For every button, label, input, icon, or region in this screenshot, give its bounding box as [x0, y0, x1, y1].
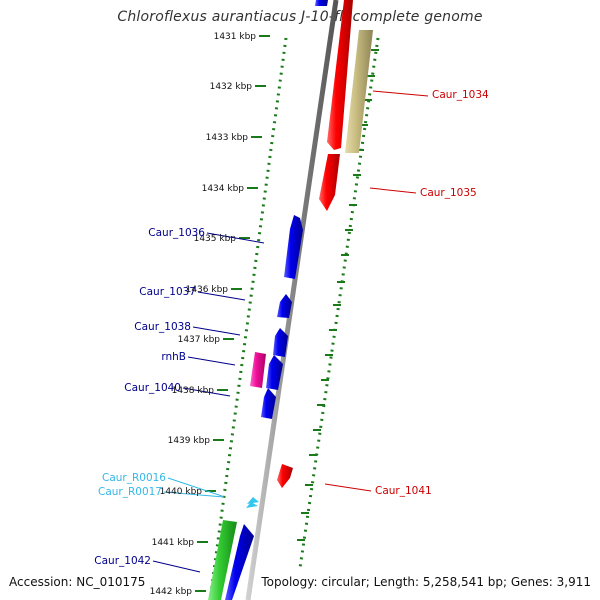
- scale-tick-label: 1439 kbp: [168, 436, 211, 446]
- label-connector: [152, 560, 201, 573]
- gene-label-caur-1034[interactable]: Caur_1034: [432, 89, 489, 101]
- scale-tick-label: 1442 kbp: [150, 587, 193, 597]
- gene-arrow-caur-1037[interactable]: [277, 294, 292, 318]
- gene-arrow-caur-1036[interactable]: [284, 215, 303, 279]
- gene-arrow-caur-1034[interactable]: [327, 0, 353, 150]
- label-connector: [163, 491, 225, 498]
- gene-arrow-caur-1040b[interactable]: [261, 388, 276, 419]
- scale-tick-label: 1438 kbp: [172, 386, 215, 396]
- gene-arrow-top-partial[interactable]: [315, 0, 328, 6]
- label-connector: [192, 326, 241, 336]
- feature-arrow-green[interactable]: [208, 520, 237, 600]
- gene-label-caur-1035[interactable]: Caur_1035: [420, 187, 477, 199]
- map-title: Chloroflexus aurantiacus J-10-fl, comple…: [117, 9, 483, 25]
- left-ruler-line: [208, 37, 288, 600]
- gene-arrow-rnhB[interactable]: [250, 352, 266, 388]
- label-connector: [369, 187, 417, 194]
- accession-text: Accession: NC_010175: [9, 575, 146, 589]
- gene-label-caur-1037[interactable]: Caur_1037: [139, 286, 196, 298]
- scale-tick-label: 1432 kbp: [210, 82, 253, 92]
- rna-arrow-caur-r0017[interactable]: [246, 502, 258, 508]
- scale-tick-label: 1441 kbp: [152, 538, 195, 548]
- gene-arrow-caur-1041[interactable]: [277, 464, 293, 488]
- scale-tick-label: 1434 kbp: [202, 184, 245, 194]
- genome-backbone: [245, 0, 339, 600]
- right-ruler-line: [298, 37, 380, 569]
- label-connectors: [152, 90, 429, 573]
- gene-label-caur-1040[interactable]: Caur_1040: [124, 382, 181, 394]
- label-connector: [197, 291, 246, 301]
- scale-tick-label: 1440 kbp: [160, 487, 203, 497]
- label-connector: [324, 483, 372, 492]
- gene-label-caur-r0016[interactable]: Caur_R0016: [102, 472, 166, 484]
- label-connector: [206, 232, 265, 244]
- gene-label-caur-r0017[interactable]: Caur_R0017: [98, 486, 162, 498]
- gene-features: [208, 0, 373, 600]
- scale-tick-label: 1436 kbp: [186, 285, 229, 295]
- label-connector: [167, 477, 223, 497]
- gene-arrow-caur-1038[interactable]: [273, 328, 288, 357]
- map-labels: 1431 kbp 1432 kbp 1433 kbp 1434 kbp 1435 kbp…: [94, 32, 489, 597]
- gene-label-rnhb[interactable]: rnhB: [161, 351, 186, 363]
- label-connector: [372, 90, 429, 97]
- rna-arrow-caur-r0016[interactable]: [247, 497, 259, 504]
- gene-label-caur-1038[interactable]: Caur_1038: [134, 321, 191, 333]
- gene-label-caur-1041[interactable]: Caur_1041: [375, 485, 432, 497]
- scale-tick-label: 1433 kbp: [206, 133, 249, 143]
- gene-label-caur-1042[interactable]: Caur_1042: [94, 555, 151, 567]
- label-connector: [187, 356, 236, 366]
- gene-arrow-caur-1042[interactable]: [225, 524, 254, 600]
- gene-arrow-caur-1035[interactable]: [319, 154, 340, 211]
- gene-label-caur-1036[interactable]: Caur_1036: [148, 227, 205, 239]
- scale-tick-label: 1435 kbp: [194, 234, 237, 244]
- gene-arrow-caur-1040a[interactable]: [266, 355, 283, 390]
- scale-tick-label: 1431 kbp: [214, 32, 257, 42]
- feature-arrow-olive[interactable]: [345, 30, 373, 153]
- label-connector: [182, 387, 231, 397]
- genome-summary-text: Topology: circular; Length: 5,258,541 bp…: [261, 575, 591, 589]
- scale-tick-label: 1437 kbp: [178, 335, 221, 345]
